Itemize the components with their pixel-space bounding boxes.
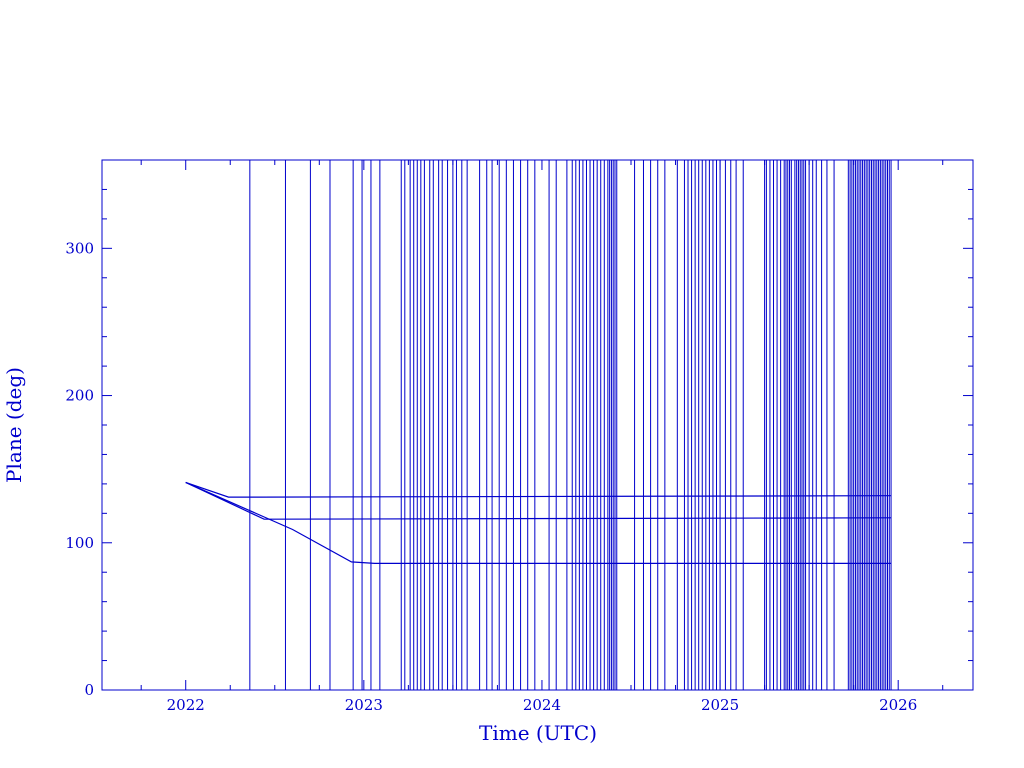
- x-tick-label: 2022: [167, 696, 205, 714]
- chart-marks: [185, 160, 892, 690]
- y-tick-label: 100: [65, 534, 94, 552]
- x-axis-title: Time (UTC): [479, 721, 597, 745]
- y-tick-label: 300: [65, 239, 94, 257]
- x-tick-label: 2024: [523, 696, 561, 714]
- x-tick-label: 2025: [701, 696, 739, 714]
- series-line-1: [185, 481, 892, 498]
- y-tick-label: 0: [84, 681, 94, 699]
- series-line-3: [185, 481, 892, 565]
- y-axis-title: Plane (deg): [2, 367, 26, 483]
- plot-frame: [101, 159, 974, 691]
- y-tick-label: 200: [65, 387, 94, 405]
- x-tick-label: 2023: [345, 696, 383, 714]
- x-tick-label: 2026: [879, 696, 917, 714]
- chart-axes: 2022 2023 2024 2025 2026 0 100 200 300: [65, 159, 974, 714]
- series-line-2: [185, 481, 892, 520]
